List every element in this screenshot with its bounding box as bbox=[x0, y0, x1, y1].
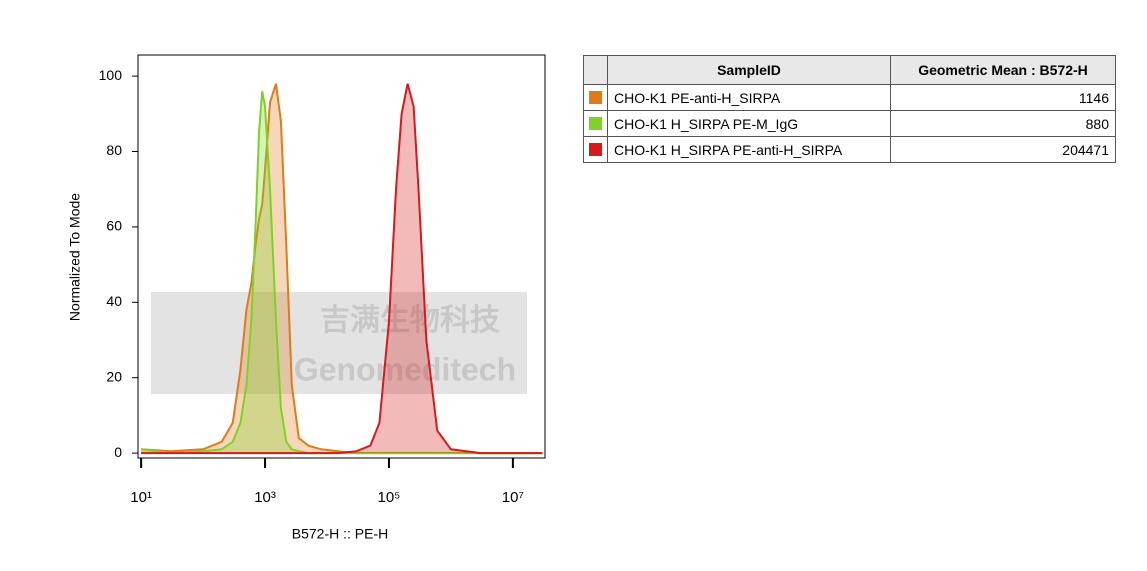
y-tick-label: 60 bbox=[106, 218, 122, 234]
header-row: SampleID Geometric Mean : B572-H bbox=[583, 55, 1116, 85]
x-tick-label: 10³ bbox=[254, 489, 276, 506]
y-tick-label: 20 bbox=[106, 368, 122, 384]
value-cell: 880 bbox=[890, 110, 1116, 137]
series-line bbox=[141, 83, 543, 455]
x-tick-label: 10⁷ bbox=[502, 489, 524, 506]
y-tick-label: 40 bbox=[106, 293, 122, 309]
x-tick-label: 10¹ bbox=[130, 489, 152, 506]
stats-table: SampleID Geometric Mean : B572-H CHO-K1 … bbox=[583, 55, 1116, 163]
swatch-cell bbox=[583, 136, 608, 163]
table-row: CHO-K1 H_SIRPA PE-M_IgG 880 bbox=[583, 110, 1116, 137]
series-line bbox=[140, 91, 543, 455]
plot-frame bbox=[137, 54, 546, 459]
sample-cell: CHO-K1 H_SIRPA PE-M_IgG bbox=[607, 110, 891, 137]
swatch-cell bbox=[583, 84, 608, 111]
table-row: CHO-K1 H_SIRPA PE-anti-H_SIRPA 204471 bbox=[583, 136, 1116, 163]
area-fill bbox=[141, 83, 543, 454]
sample-cell: CHO-K1 PE-anti-H_SIRPA bbox=[607, 84, 891, 111]
value-cell: 1146 bbox=[890, 84, 1116, 111]
header-cell: Geometric Mean : B572-H bbox=[890, 55, 1116, 85]
swatch-cell bbox=[583, 110, 608, 137]
y-tick-label: 0 bbox=[114, 444, 122, 460]
color-swatch bbox=[589, 143, 602, 156]
x-tick-label: 10⁵ bbox=[378, 489, 401, 506]
header-cell bbox=[583, 55, 608, 85]
series-line bbox=[141, 83, 543, 455]
table-row: CHO-K1 PE-anti-H_SIRPA 1146 bbox=[583, 84, 1116, 111]
value-cell: 204471 bbox=[890, 136, 1116, 163]
watermark-text: 吉满生物科技 bbox=[320, 304, 500, 337]
y-tick-label: 80 bbox=[106, 142, 122, 158]
color-swatch bbox=[589, 117, 602, 130]
color-swatch bbox=[589, 91, 602, 104]
y-axis-label: Normalized To Mode bbox=[67, 193, 83, 321]
sample-cell: CHO-K1 H_SIRPA PE-anti-H_SIRPA bbox=[607, 136, 891, 163]
area-fill bbox=[141, 83, 543, 454]
watermark-box bbox=[151, 292, 527, 394]
area-fill bbox=[141, 91, 543, 454]
x-axis-label: B572-H :: PE-H bbox=[292, 526, 388, 542]
y-tick-label: 100 bbox=[99, 67, 123, 83]
watermark-text: Genomeditech bbox=[294, 351, 516, 387]
header-cell: SampleID bbox=[607, 55, 891, 85]
